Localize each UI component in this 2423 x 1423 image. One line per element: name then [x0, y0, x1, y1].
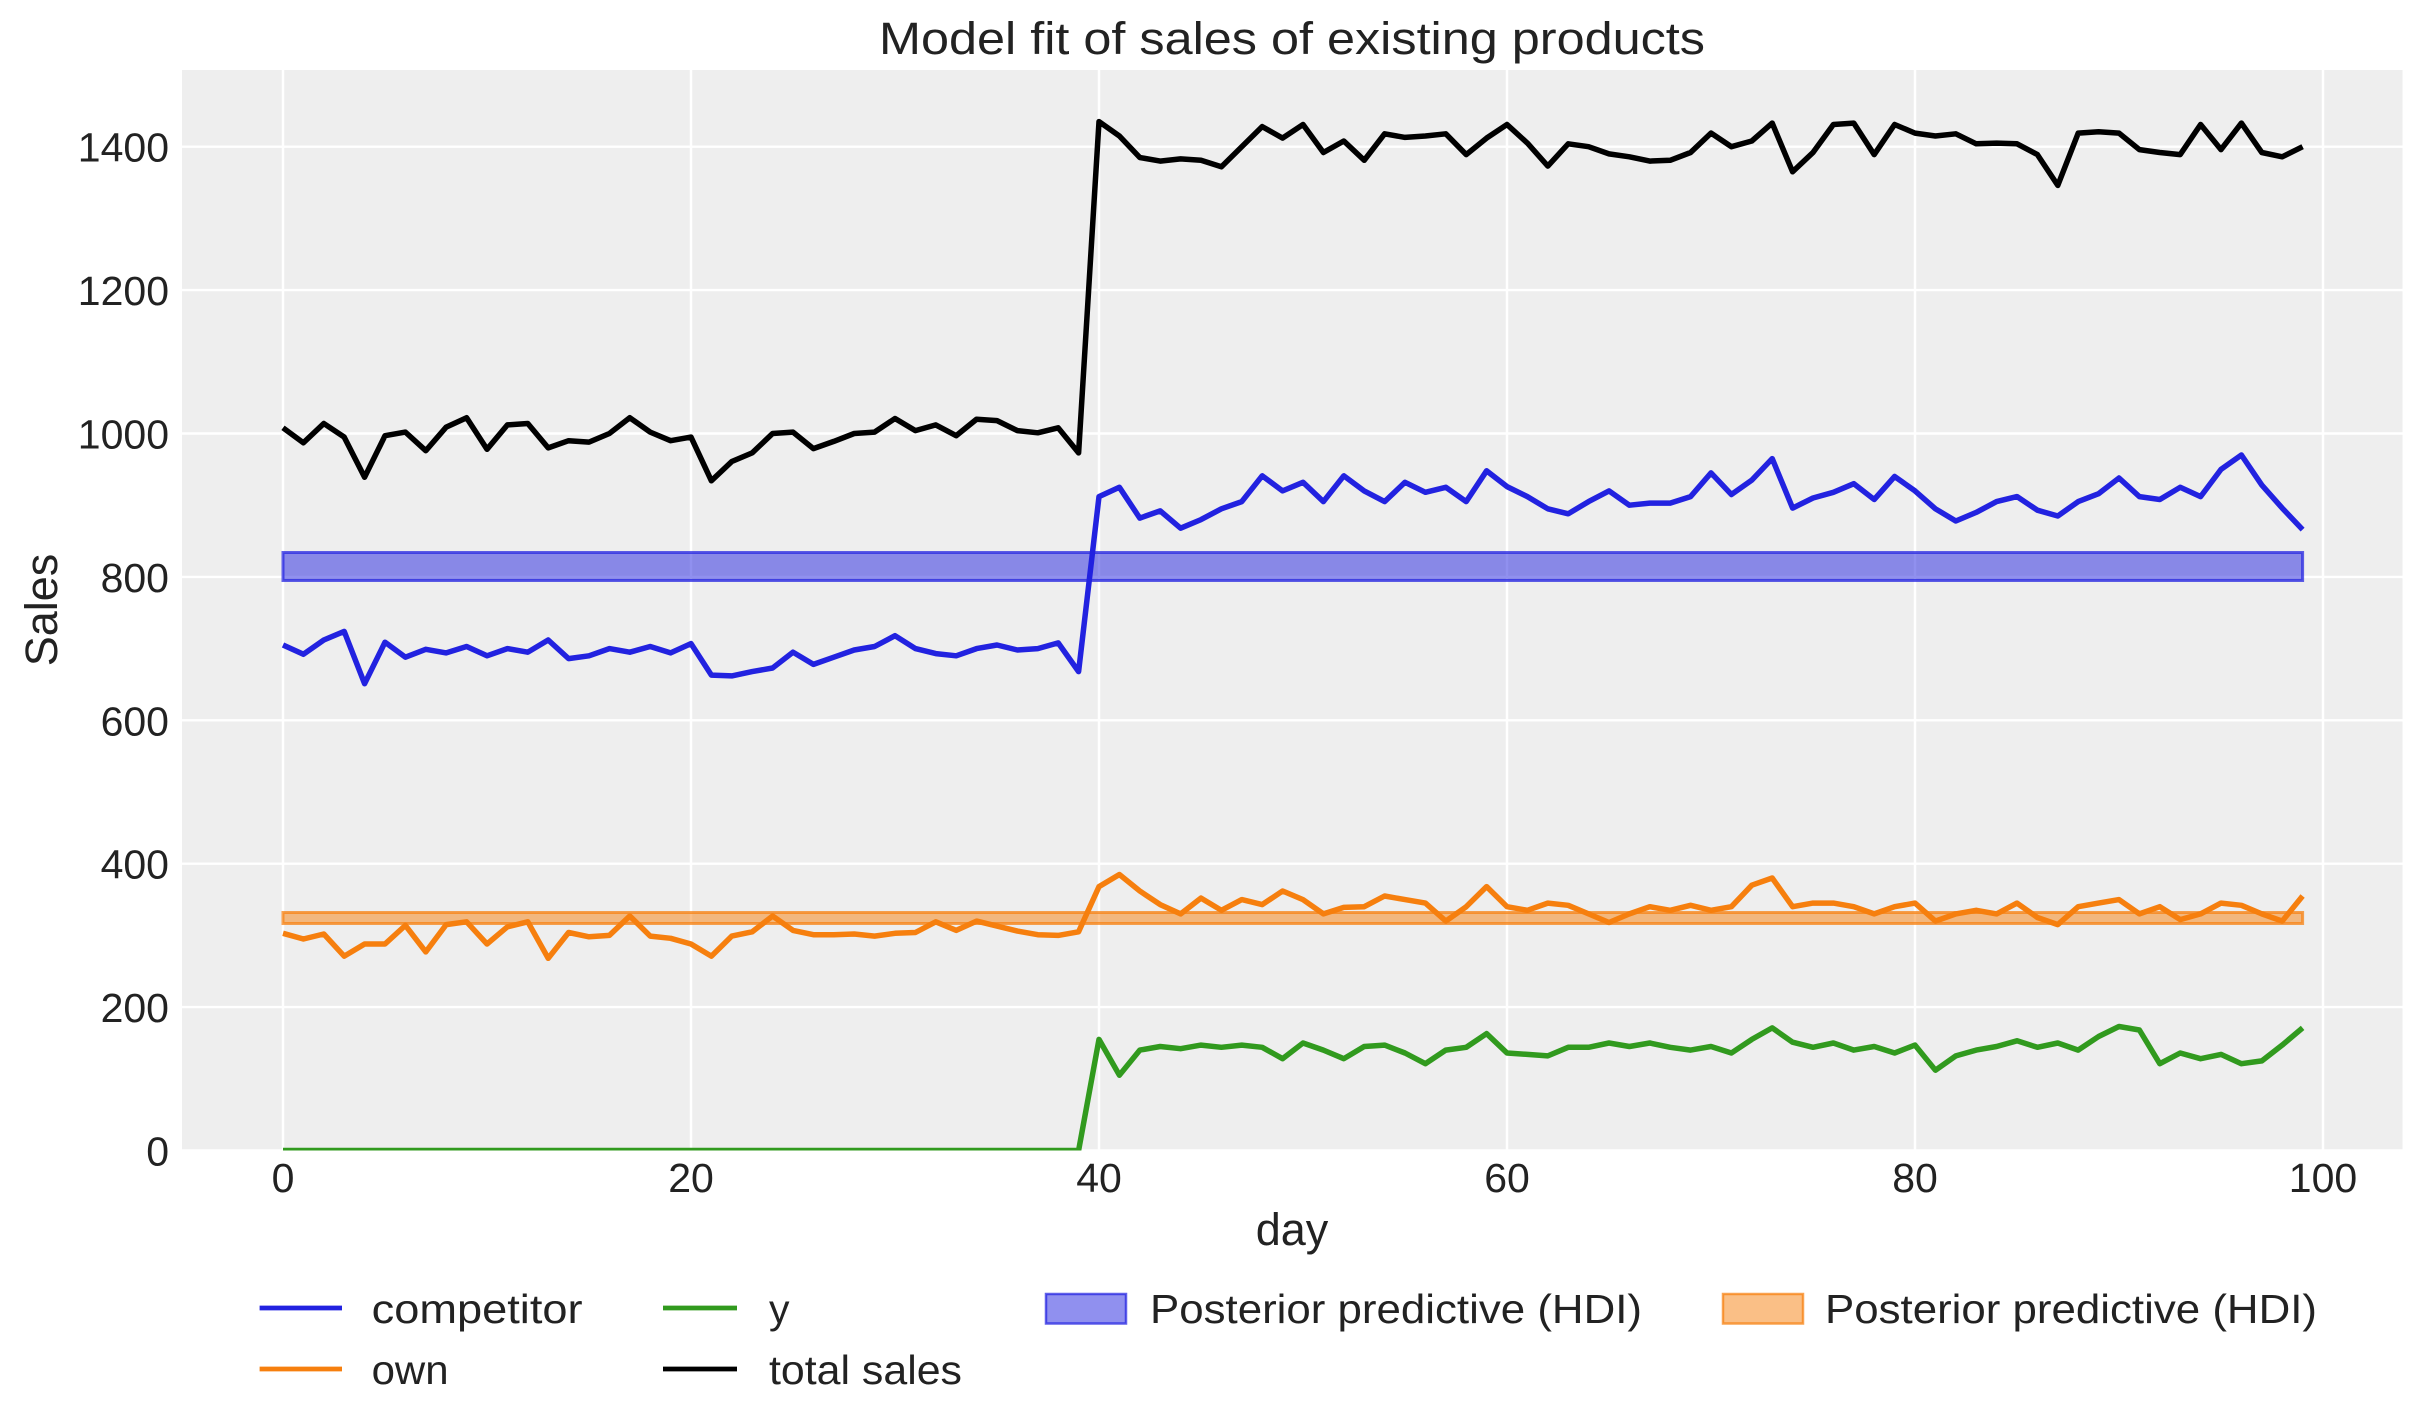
svg-text:day: day	[1256, 1204, 1329, 1255]
svg-text:20: 20	[668, 1155, 714, 1201]
svg-text:400: 400	[101, 842, 169, 888]
svg-text:100: 100	[2289, 1155, 2357, 1201]
svg-text:40: 40	[1076, 1155, 1122, 1201]
svg-text:y: y	[769, 1286, 790, 1332]
svg-text:1200: 1200	[78, 268, 169, 314]
svg-text:Model fit of sales of existing: Model fit of sales of existing products	[879, 13, 1705, 64]
svg-text:0: 0	[272, 1155, 295, 1201]
svg-text:600: 600	[101, 698, 169, 744]
svg-text:Posterior predictive (HDI): Posterior predictive (HDI)	[1825, 1286, 2317, 1332]
svg-text:200: 200	[101, 985, 169, 1031]
svg-text:own: own	[372, 1347, 449, 1393]
svg-text:competitor: competitor	[372, 1286, 583, 1332]
svg-text:80: 80	[1892, 1155, 1938, 1201]
svg-text:Posterior predictive (HDI): Posterior predictive (HDI)	[1150, 1286, 1642, 1332]
svg-text:Sales: Sales	[16, 554, 67, 667]
svg-text:total sales: total sales	[769, 1347, 962, 1393]
svg-text:800: 800	[101, 555, 169, 601]
svg-text:1000: 1000	[78, 412, 169, 458]
svg-text:1400: 1400	[78, 125, 169, 171]
svg-text:0: 0	[146, 1129, 169, 1175]
svg-text:60: 60	[1484, 1155, 1530, 1201]
